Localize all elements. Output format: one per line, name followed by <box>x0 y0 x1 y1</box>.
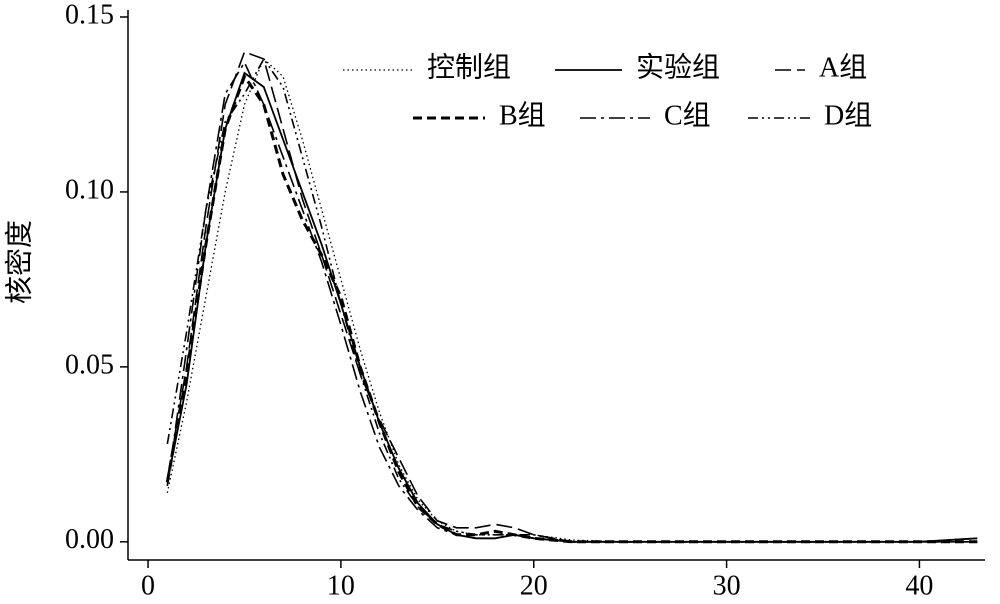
legend-label: D组 <box>824 99 872 131</box>
density-line <box>166 60 978 543</box>
y-axis-label: 核密度 <box>3 220 35 304</box>
y-tick-label: 0.05 <box>65 349 114 380</box>
density-line <box>165 73 978 544</box>
x-tick-label: 40 <box>905 570 933 601</box>
y-tick-label: 0.00 <box>65 524 114 555</box>
y-tick-label: 0.10 <box>65 174 114 205</box>
legend-label: C组 <box>664 99 711 131</box>
legend-label: 控制组 <box>427 51 511 83</box>
density-line <box>166 57 978 543</box>
legend-label: 实验组 <box>636 51 720 83</box>
x-tick-label: 0 <box>141 570 155 601</box>
x-tick-label: 20 <box>520 570 548 601</box>
y-tick-label: 0.15 <box>65 0 114 30</box>
x-tick-label: 30 <box>713 570 741 601</box>
legend-label: B组 <box>499 99 546 131</box>
x-tick-label: 10 <box>327 570 355 601</box>
density-line <box>166 71 978 543</box>
legend-label: A组 <box>819 51 867 83</box>
density-line <box>166 57 978 543</box>
